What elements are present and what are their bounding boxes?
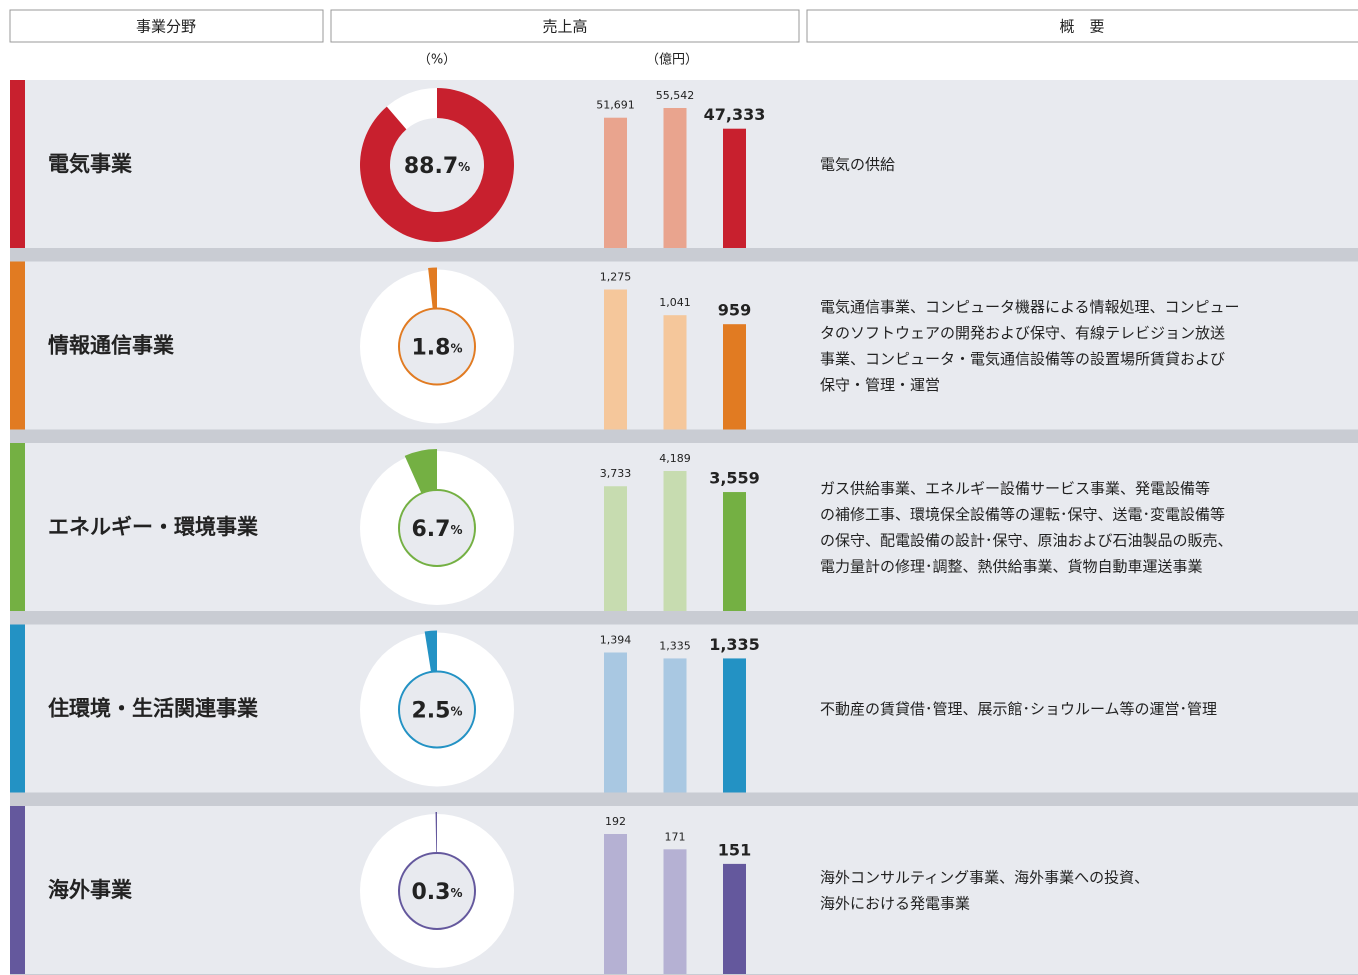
description-line: の補修工事、環境保全設備等の運転･保守、送電･変電設備等	[820, 506, 1225, 524]
sales-bar	[604, 834, 627, 974]
row-separator	[10, 611, 1358, 625]
sales-label: 1,335	[709, 635, 760, 654]
segment-name: 海外事業	[48, 878, 133, 902]
description-line: 電気通信事業、コンピュータ機器による情報処理、コンピュー	[820, 298, 1240, 316]
sales-label: 171	[665, 830, 686, 843]
sales-label: 1,335	[659, 639, 691, 652]
donut-center	[398, 489, 476, 567]
donut-share	[424, 630, 437, 672]
share-label: 0.3%	[411, 880, 462, 905]
description-line: 事業、コンピュータ・電気通信設備等の設置場所賃貸および	[820, 350, 1225, 368]
sales-label: 959	[718, 301, 751, 320]
sales-label: 151	[718, 840, 751, 859]
sales-label: 192	[605, 815, 626, 828]
sales-label: 3,559	[709, 469, 760, 488]
header-label: 事業分野	[136, 18, 196, 36]
row-separator	[10, 792, 1358, 806]
description-line: 電力量計の修理･調整、熱供給事業、貨物自動車運送事業	[820, 558, 1203, 576]
share-label: 88.7%	[404, 154, 470, 179]
sales-bar	[604, 486, 627, 611]
sales-bar	[723, 128, 746, 248]
donut-center	[398, 307, 476, 386]
color-bar	[10, 261, 25, 430]
header-label: 概 要	[1059, 18, 1104, 36]
sales-label: 1,041	[659, 296, 691, 309]
color-bar	[10, 806, 25, 974]
header-label: 売上高	[542, 18, 587, 36]
sales-bar	[723, 324, 746, 430]
sales-bar	[604, 652, 627, 793]
donut-center	[398, 852, 476, 930]
sales-bar	[663, 849, 687, 974]
share-unit: %	[450, 523, 462, 537]
header-cell	[330, 9, 800, 43]
sales-label: 1,275	[600, 271, 632, 284]
sales-bar	[723, 492, 746, 611]
donut-center	[398, 670, 476, 749]
description-line: 不動産の賃貸借･管理、展示館･ショウルーム等の運営･管理	[820, 700, 1217, 718]
sales-label: 3,733	[600, 467, 632, 480]
share-unit: %	[458, 160, 470, 174]
row-separator	[10, 429, 1358, 443]
share-unit: %	[450, 341, 462, 355]
share-unit: %	[450, 886, 462, 900]
share-label: 2.5%	[411, 699, 462, 724]
segment-name: 情報通信事業	[48, 334, 175, 358]
segment-name: エネルギー・環境事業	[48, 515, 259, 539]
share-value: 6.7	[411, 517, 450, 542]
unit-note: （億円）	[646, 52, 698, 68]
description-line: ガス供給事業、エネルギー設備サービス事業、発電設備等	[820, 480, 1210, 498]
header-cell	[9, 9, 324, 43]
description-line: 保守・管理・運営	[820, 376, 940, 394]
share-value: 0.3	[411, 880, 450, 905]
segment-name: 住環境・生活関連事業	[48, 697, 259, 721]
unit-note: （%）	[418, 53, 456, 68]
sales-bar	[663, 315, 687, 430]
row-separator	[10, 248, 1358, 262]
sales-bar	[723, 863, 746, 974]
color-bar	[10, 443, 25, 611]
sales-bar	[604, 117, 627, 249]
share-unit: %	[450, 704, 462, 718]
sales-bar	[663, 108, 687, 248]
sales-label: 47,333	[704, 105, 766, 124]
sales-label: 55,542	[656, 89, 695, 102]
color-bar	[10, 624, 25, 793]
sales-label: 51,691	[596, 99, 635, 112]
donut-share	[428, 267, 437, 309]
description-line: タのソフトウェアの開発および保守、有線テレビジョン放送	[820, 324, 1225, 342]
share-value: 1.8	[411, 336, 450, 361]
description-line: 海外コンサルティング事業、海外事業への投資、	[820, 869, 1149, 887]
share-label: 1.8%	[411, 336, 462, 361]
header-cell	[806, 9, 1358, 43]
share-value: 88.7	[404, 154, 458, 179]
share-label: 6.7%	[411, 517, 462, 542]
color-bar	[10, 80, 25, 248]
donut-share	[435, 812, 437, 854]
sales-bar	[663, 471, 687, 611]
donut-share	[404, 449, 437, 494]
donut-share	[360, 88, 514, 243]
segment-name: 電気事業	[48, 152, 133, 176]
sales-label: 4,189	[659, 452, 691, 465]
sales-bar	[663, 658, 687, 793]
description-line: 海外における発電事業	[820, 895, 970, 913]
sales-bar	[723, 658, 746, 793]
description-line: の保守、配電設備の設計･保守、原油および石油製品の販売、	[820, 532, 1233, 550]
sales-bar	[604, 289, 627, 430]
share-value: 2.5	[411, 699, 450, 724]
sales-label: 1,394	[600, 634, 632, 647]
description-line: 電気の供給	[820, 156, 895, 174]
